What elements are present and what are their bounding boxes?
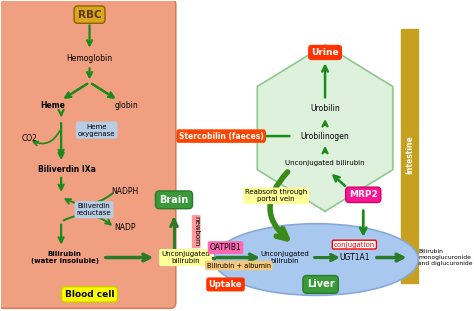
Text: Heme
oxygenase: Heme oxygenase bbox=[78, 123, 115, 137]
Text: MRP2: MRP2 bbox=[349, 190, 378, 199]
Text: Bilirubin
monoglucuronide
and diglucuronide: Bilirubin monoglucuronide and diglucuron… bbox=[419, 249, 473, 266]
Text: Urine: Urine bbox=[311, 48, 339, 57]
FancyBboxPatch shape bbox=[0, 0, 176, 308]
Text: Biliverdin IXa: Biliverdin IXa bbox=[38, 165, 96, 174]
Text: Urobilin: Urobilin bbox=[310, 104, 340, 113]
Text: Biliverdin
reductase: Biliverdin reductase bbox=[77, 203, 111, 216]
Text: globin: globin bbox=[115, 101, 139, 110]
Polygon shape bbox=[257, 45, 393, 211]
Text: conjugation: conjugation bbox=[334, 242, 375, 248]
Text: Bilirubin + albumin: Bilirubin + albumin bbox=[207, 262, 271, 268]
Text: Stercobilin (faeces): Stercobilin (faeces) bbox=[179, 132, 264, 141]
Text: Unconjugated
bilirubin: Unconjugated bilirubin bbox=[161, 251, 210, 264]
Text: NADPH: NADPH bbox=[111, 187, 139, 196]
Text: Brain: Brain bbox=[159, 195, 189, 205]
Text: Urobilinogen: Urobilinogen bbox=[301, 132, 349, 141]
Text: Uptake: Uptake bbox=[209, 280, 242, 289]
Text: Blood cell: Blood cell bbox=[65, 290, 114, 299]
Text: Unconjugated bilirubin: Unconjugated bilirubin bbox=[285, 160, 365, 166]
Text: OATPIB1: OATPIB1 bbox=[210, 243, 241, 252]
Text: Heme: Heme bbox=[40, 101, 64, 110]
Text: Bilirubin
(water insoluble): Bilirubin (water insoluble) bbox=[31, 251, 99, 264]
Text: UGT1A1: UGT1A1 bbox=[339, 253, 370, 262]
Text: Intestine: Intestine bbox=[405, 136, 414, 174]
Text: CO2: CO2 bbox=[21, 134, 37, 142]
Text: Hemoglobin: Hemoglobin bbox=[66, 54, 113, 63]
Text: Liver: Liver bbox=[307, 279, 335, 290]
Text: Unconjugated
bilirubin: Unconjugated bilirubin bbox=[261, 251, 310, 264]
Text: newborn: newborn bbox=[193, 216, 199, 247]
Ellipse shape bbox=[214, 224, 419, 295]
Text: NADP: NADP bbox=[114, 223, 136, 232]
Text: RBC: RBC bbox=[78, 10, 101, 20]
Bar bbox=[401, 29, 419, 283]
Text: Reabsorb through
portal vein: Reabsorb through portal vein bbox=[245, 189, 307, 202]
